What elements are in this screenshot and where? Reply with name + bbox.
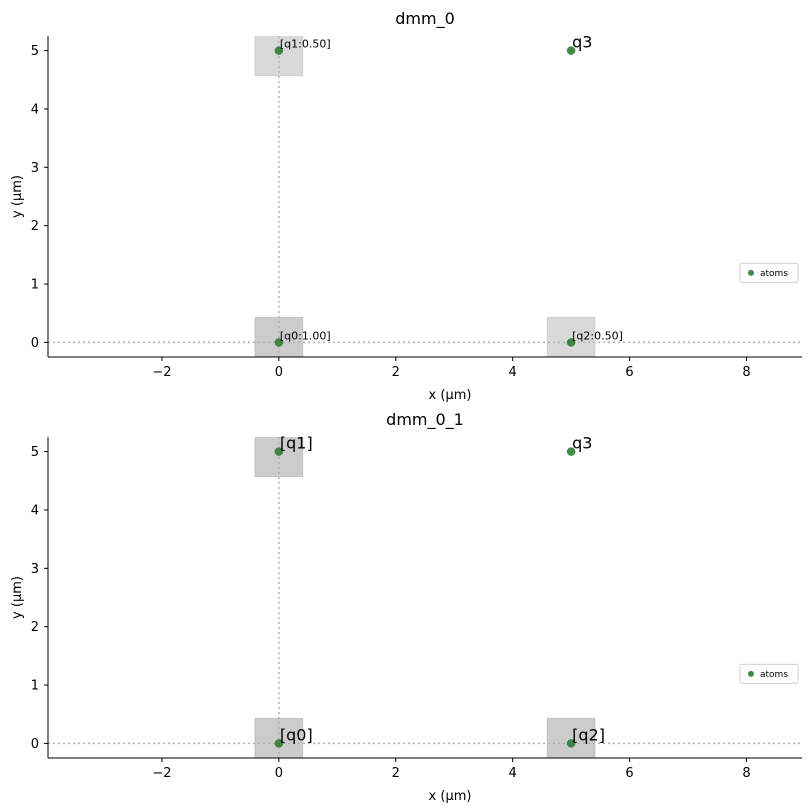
y-tick-label-5: 5 xyxy=(31,44,39,59)
x-tick-label-0: −2 xyxy=(152,365,171,380)
atom-label-3: q3 xyxy=(572,33,592,52)
chart-panel-0: −2 0 2 4 6 8 0 1 2 3 4 5 x (µm) y (µm) dmm_0 [q0:1.00] [… xyxy=(10,9,802,403)
y-tick-label-4: 4 xyxy=(31,503,39,518)
x-tick-label-5: 8 xyxy=(742,365,750,380)
x-tick-label-2: 2 xyxy=(392,365,400,380)
x-tick-label-1: 0 xyxy=(275,365,283,380)
atom-point-2 xyxy=(566,338,576,347)
atom-point-3 xyxy=(566,46,576,55)
atom-label-0: [q0:1.00] xyxy=(280,329,331,342)
x-tick-label-4: 6 xyxy=(625,365,633,380)
y-tick-label-2: 2 xyxy=(31,620,39,635)
y-tick-label-2: 2 xyxy=(31,219,39,234)
atom-point-2 xyxy=(566,739,576,748)
y-axis-label: y (µm) xyxy=(10,576,25,619)
x-axis-label: x (µm) xyxy=(429,789,472,804)
x-tick-label-3: 4 xyxy=(509,365,517,380)
atom-point-0 xyxy=(274,338,284,347)
y-tick-label-1: 1 xyxy=(31,679,39,694)
atom-label-3: q3 xyxy=(572,434,592,453)
legend-frame xyxy=(739,663,799,684)
atom-point-3 xyxy=(566,447,576,456)
x-tick-label-0: −2 xyxy=(152,766,171,781)
weight-box-2 xyxy=(546,717,596,758)
x-tick-label-2: 2 xyxy=(392,766,400,781)
legend-label-0: atoms xyxy=(760,269,788,279)
atom-point-1 xyxy=(274,46,284,55)
weight-box-2 xyxy=(546,316,596,357)
chart-panel-1: −2 0 2 4 6 8 0 1 2 3 4 5 x (µm) y (µm) dmm_0_1 [q0] [q1]… xyxy=(10,410,802,804)
atom-point-0 xyxy=(274,739,284,748)
legend: atoms xyxy=(739,663,799,684)
y-tick-label-4: 4 xyxy=(31,102,39,117)
legend-frame xyxy=(739,262,799,283)
x-tick-label-3: 4 xyxy=(509,766,517,781)
y-tick-label-3: 3 xyxy=(31,161,39,176)
y-tick-label-3: 3 xyxy=(31,562,39,577)
atom-label-1: [q1] xyxy=(280,434,313,453)
legend-label-0: atoms xyxy=(760,670,788,680)
y-tick-label-0: 0 xyxy=(31,336,39,351)
atom-label-2: [q2] xyxy=(572,725,605,744)
legend: atoms xyxy=(739,262,799,283)
x-tick-label-4: 6 xyxy=(625,766,633,781)
weight-boxes xyxy=(254,437,596,758)
y-axis-label: y (µm) xyxy=(10,175,25,218)
atom-label-0: [q0] xyxy=(280,725,313,744)
x-axis-label: x (µm) xyxy=(429,388,472,403)
legend-marker-0 xyxy=(748,269,754,276)
weight-boxes xyxy=(254,36,596,357)
atom-label-2: [q2:0.50] xyxy=(572,329,623,342)
legend-marker-0 xyxy=(748,670,754,677)
chart-title: dmm_0_1 xyxy=(386,410,464,430)
x-tick-label-5: 8 xyxy=(742,766,750,781)
y-tick-label-5: 5 xyxy=(31,445,39,460)
atom-point-1 xyxy=(274,447,284,456)
chart-title: dmm_0 xyxy=(395,9,455,29)
y-tick-label-0: 0 xyxy=(31,737,39,752)
atom-label-1: [q1:0.50] xyxy=(280,38,331,51)
y-tick-label-1: 1 xyxy=(31,278,39,293)
x-tick-label-1: 0 xyxy=(275,766,283,781)
